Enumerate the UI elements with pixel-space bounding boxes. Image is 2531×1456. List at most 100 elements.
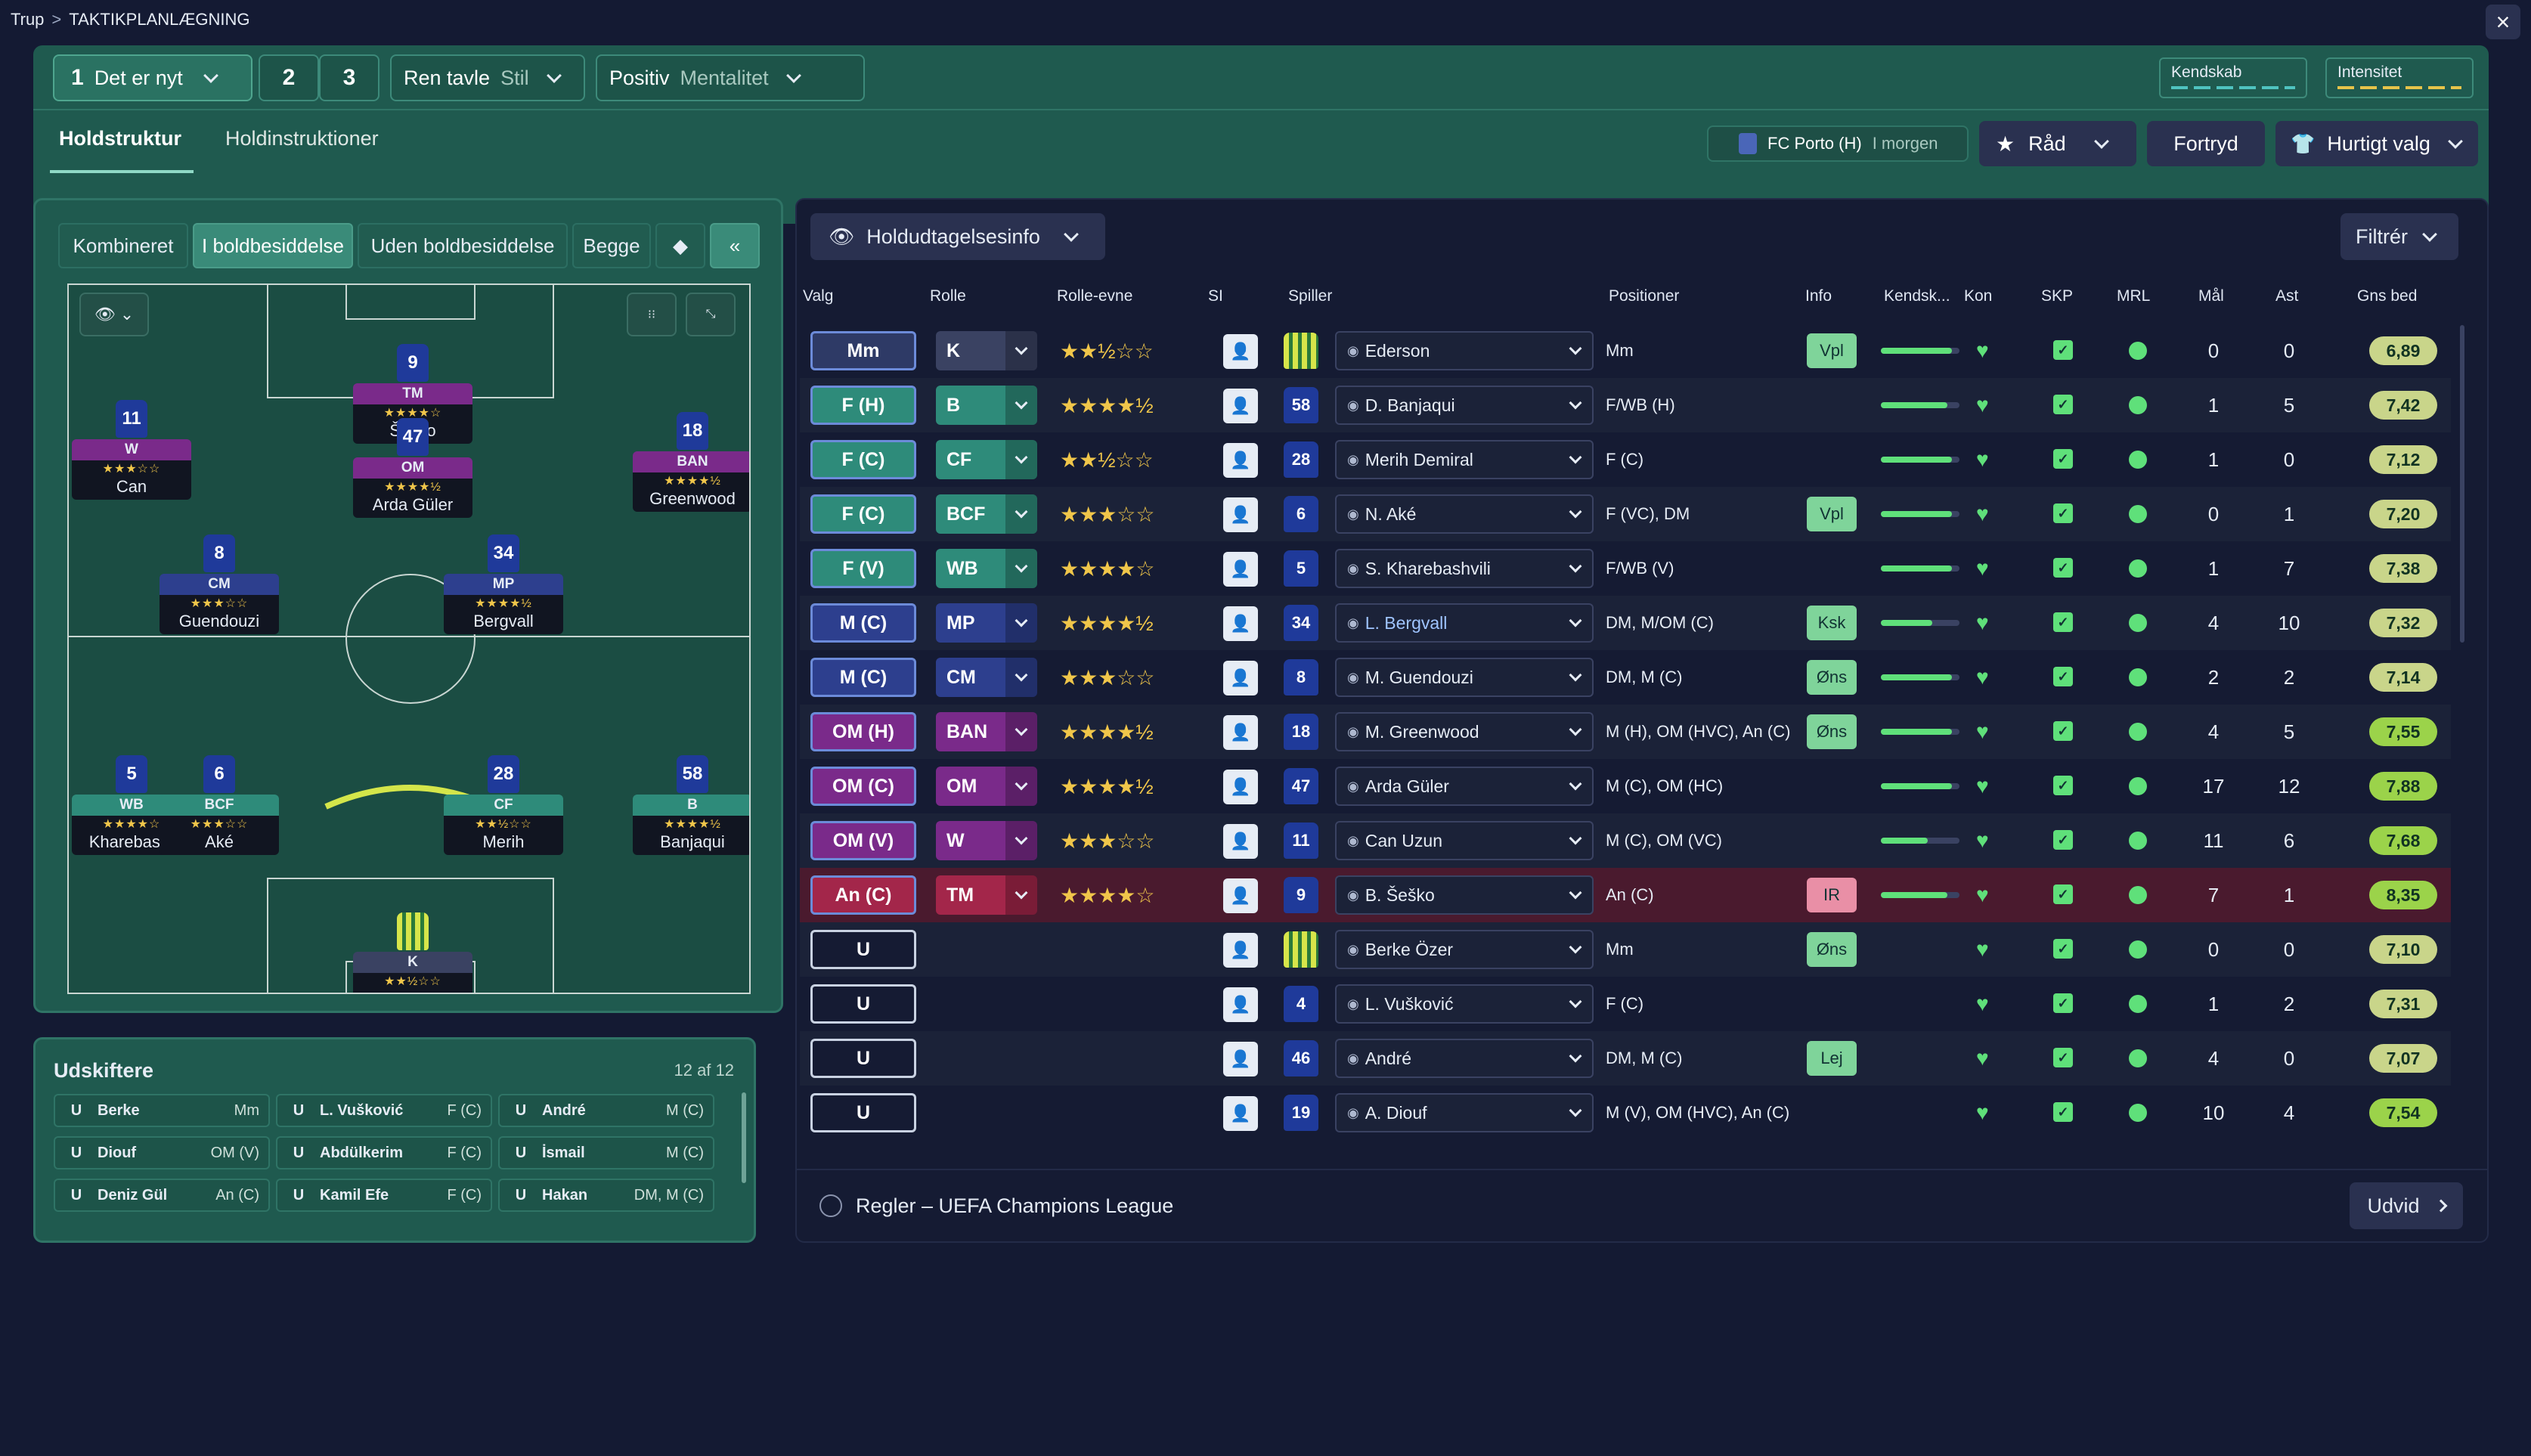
player-dropdown[interactable]: ◉ Berke Özer: [1335, 930, 1594, 969]
position-button[interactable]: F (C): [810, 494, 916, 534]
person-icon[interactable]: 👤: [1223, 1096, 1258, 1131]
position-button[interactable]: OM (C): [810, 767, 916, 806]
position-button[interactable]: OM (V): [810, 821, 916, 860]
position-button[interactable]: U: [810, 984, 916, 1024]
diamond-button[interactable]: ◆: [655, 223, 705, 268]
view-combined-button[interactable]: Kombineret: [58, 223, 188, 268]
grid-button[interactable]: ⁝⁝: [627, 293, 677, 336]
substitute-item[interactable]: U Diouf OM (V): [54, 1136, 270, 1169]
person-icon[interactable]: 👤: [1223, 770, 1258, 804]
position-button[interactable]: An (C): [810, 875, 916, 915]
intensity-meter[interactable]: Intensitet: [2325, 57, 2474, 98]
role-dropdown[interactable]: WB: [936, 549, 1037, 588]
view-out-of-possession-button[interactable]: Uden boldbesiddelse: [358, 223, 568, 268]
familiarity-meter[interactable]: Kendskab: [2159, 57, 2307, 98]
person-icon[interactable]: 👤: [1223, 1042, 1258, 1077]
person-icon[interactable]: 👤: [1223, 497, 1258, 532]
position-button[interactable]: M (C): [810, 603, 916, 643]
substitute-item[interactable]: U Abdülkerim F (C): [276, 1136, 492, 1169]
column-header[interactable]: SKP: [2041, 287, 2074, 305]
info-badge[interactable]: IR: [1807, 878, 1857, 912]
style-dropdown[interactable]: Ren tavle Stil: [390, 54, 585, 101]
tactic-slot-1-dropdown[interactable]: 1 Det er nyt: [53, 54, 252, 101]
substitutes-scrollbar[interactable]: [742, 1092, 746, 1183]
column-header[interactable]: Kon: [1964, 287, 1993, 305]
view-both-button[interactable]: Begge: [572, 223, 651, 268]
column-header[interactable]: Ast: [2275, 287, 2299, 305]
role-dropdown[interactable]: CM: [936, 658, 1037, 697]
column-header[interactable]: Valg: [803, 287, 834, 305]
position-button[interactable]: U: [810, 1093, 916, 1132]
expand-rules-button[interactable]: Udvid: [2350, 1182, 2463, 1229]
info-badge[interactable]: Vpl: [1807, 497, 1857, 531]
player-dropdown[interactable]: ◉ N. Aké: [1335, 494, 1594, 534]
undo-button[interactable]: Fortryd: [2147, 121, 2265, 166]
player-dropdown[interactable]: ◉ L. Vušković: [1335, 984, 1594, 1024]
player-dropdown[interactable]: ◉ A. Diouf: [1335, 1093, 1594, 1132]
player-dropdown[interactable]: ◉ M. Guendouzi: [1335, 658, 1594, 697]
person-icon[interactable]: 👤: [1223, 334, 1258, 369]
role-dropdown[interactable]: B: [936, 386, 1037, 425]
table-row[interactable]: F (C) CF ★★½☆☆ 👤 28 ◉ Merih Demiral F (C) ♥…: [800, 432, 2451, 487]
table-row[interactable]: U 👤 ◉ Berke Özer Mm Øns ♥ ✓ 0 0 7,10: [800, 922, 2451, 977]
table-row[interactable]: M (C) CM ★★★☆☆ 👤 8 ◉ M. Guendouzi DM, M (C…: [800, 650, 2451, 705]
person-icon[interactable]: 👤: [1223, 933, 1258, 968]
player-dropdown[interactable]: ◉ Arda Güler: [1335, 767, 1594, 806]
position-button[interactable]: Mm: [810, 331, 916, 370]
column-header[interactable]: Rolle: [930, 287, 966, 305]
substitute-item[interactable]: U Hakan DM, M (C): [498, 1179, 714, 1212]
player-dropdown[interactable]: ◉ S. Kharebashvili: [1335, 549, 1594, 588]
player-dropdown[interactable]: ◉ D. Banjaqui: [1335, 386, 1594, 425]
expand-button[interactable]: ⤡: [686, 293, 736, 336]
player-dropdown[interactable]: ◉ Ederson: [1335, 331, 1594, 370]
tab-holdinstruktioner[interactable]: Holdinstruktioner: [225, 127, 379, 150]
position-button[interactable]: F (H): [810, 386, 916, 425]
substitute-item[interactable]: U Kamil Efe F (C): [276, 1179, 492, 1212]
breadcrumb-root[interactable]: Trup: [11, 10, 45, 29]
table-row[interactable]: U 👤 46 ◉ André DM, M (C) Lej ♥ ✓ 4 0 7,07: [800, 1031, 2451, 1086]
column-header[interactable]: MRL: [2117, 287, 2151, 305]
next-match-info[interactable]: FC Porto (H) I morgen: [1707, 125, 1969, 162]
person-icon[interactable]: 👤: [1223, 389, 1258, 423]
column-header[interactable]: Info: [1805, 287, 1832, 305]
table-row[interactable]: An (C) TM ★★★★☆ 👤 9 ◉ B. Šeško An (C) IR ♥ ✓ 7…: [800, 868, 2451, 922]
collapse-button[interactable]: «: [710, 223, 760, 268]
table-row[interactable]: M (C) MP ★★★★½ 👤 34 ◉ L. Bergvall DM, M/OM…: [800, 596, 2451, 650]
mentality-dropdown[interactable]: Positiv Mentalitet: [596, 54, 865, 101]
table-row[interactable]: OM (V) W ★★★☆☆ 👤 11 ◉ Can Uzun M (C), OM (…: [800, 813, 2451, 868]
tab-holdstruktur[interactable]: Holdstruktur: [50, 127, 194, 173]
person-icon[interactable]: 👤: [1223, 443, 1258, 478]
person-icon[interactable]: 👤: [1223, 606, 1258, 641]
role-dropdown[interactable]: BAN: [936, 712, 1037, 751]
substitute-item[interactable]: U André M (C): [498, 1094, 714, 1127]
role-dropdown[interactable]: K: [936, 331, 1037, 370]
info-badge[interactable]: Øns: [1807, 932, 1857, 967]
player-dropdown[interactable]: ◉ Merih Demiral: [1335, 440, 1594, 479]
position-button[interactable]: M (C): [810, 658, 916, 697]
table-row[interactable]: OM (C) OM ★★★★½ 👤 47 ◉ Arda Güler M (C), O…: [800, 759, 2451, 813]
info-badge[interactable]: Ksk: [1807, 606, 1857, 640]
advice-button[interactable]: ★ Råd: [1979, 121, 2136, 166]
position-button[interactable]: OM (H): [810, 712, 916, 751]
player-dropdown[interactable]: ◉ Can Uzun: [1335, 821, 1594, 860]
info-badge[interactable]: Øns: [1807, 714, 1857, 749]
column-header[interactable]: Spiller: [1288, 287, 1333, 305]
player-dropdown[interactable]: ◉ M. Greenwood: [1335, 712, 1594, 751]
info-badge[interactable]: Øns: [1807, 660, 1857, 695]
column-header[interactable]: Mål: [2198, 287, 2224, 305]
table-row[interactable]: F (C) BCF ★★★☆☆ 👤 6 ◉ N. Aké F (VC), DM Vpl…: [800, 487, 2451, 541]
role-dropdown[interactable]: MP: [936, 603, 1037, 643]
position-button[interactable]: U: [810, 930, 916, 969]
substitute-item[interactable]: U İsmail M (C): [498, 1136, 714, 1169]
person-icon[interactable]: 👤: [1223, 824, 1258, 859]
quick-pick-button[interactable]: 👕 Hurtigt valg: [2275, 121, 2478, 166]
table-row[interactable]: Mm K ★★½☆☆ 👤 ◉ Ederson Mm Vpl ♥ ✓ 0 0 6,89: [800, 324, 2451, 378]
role-dropdown[interactable]: W: [936, 821, 1037, 860]
person-icon[interactable]: 👤: [1223, 715, 1258, 750]
column-header[interactable]: Rolle-evne: [1057, 287, 1133, 305]
view-in-possession-button[interactable]: I boldbesiddelse: [193, 223, 353, 268]
position-button[interactable]: F (C): [810, 440, 916, 479]
substitute-item[interactable]: U L. Vušković F (C): [276, 1094, 492, 1127]
person-icon[interactable]: 👤: [1223, 661, 1258, 695]
player-dropdown[interactable]: ◉ André: [1335, 1039, 1594, 1078]
